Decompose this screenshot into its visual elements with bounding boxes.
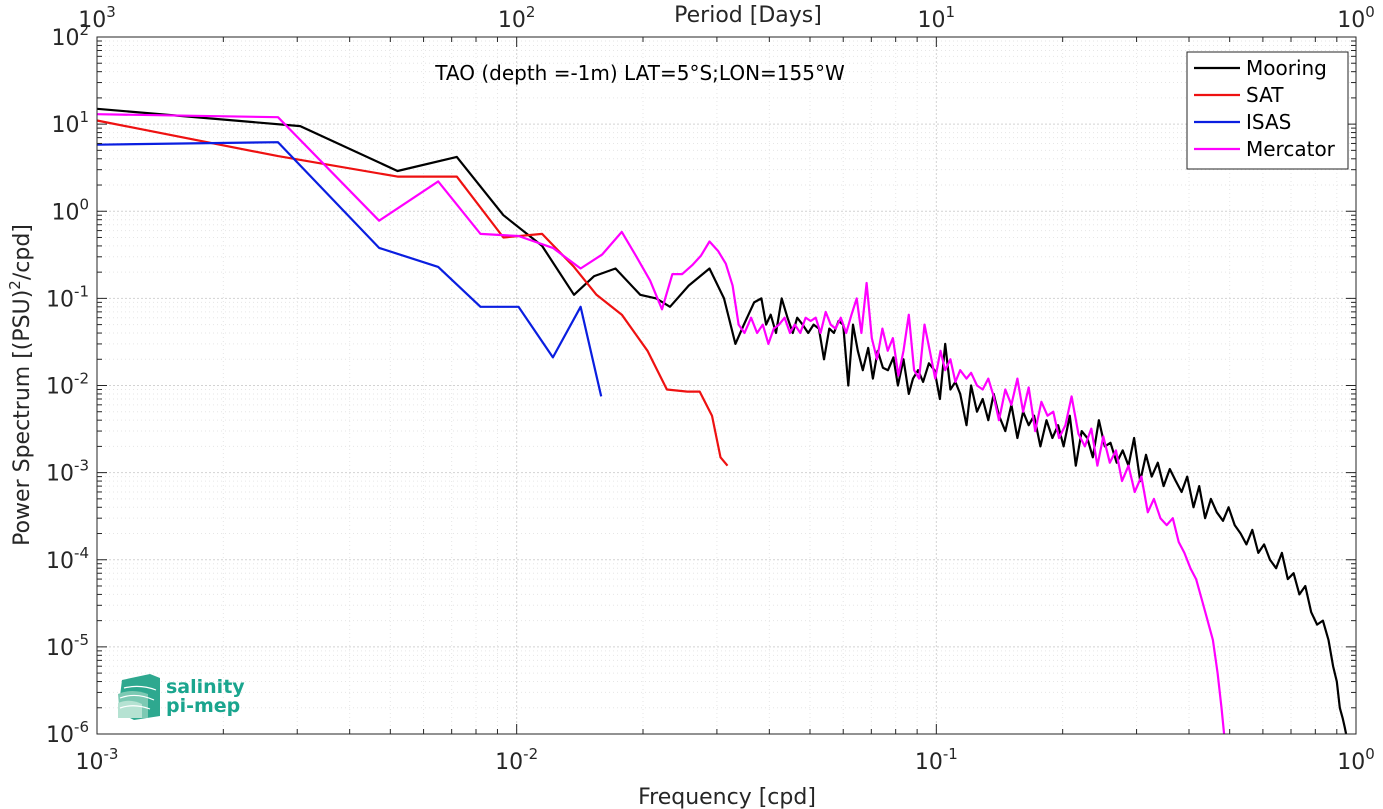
x-tick-label: 100 xyxy=(1337,745,1375,775)
x-tick-label: 10-3 xyxy=(76,745,119,775)
series-line-isas xyxy=(96,141,603,397)
x-tick-label: 10-2 xyxy=(495,745,538,775)
top-axis-label: Period [Days] xyxy=(674,3,822,28)
y-tick-label: 101 xyxy=(51,108,89,138)
legend-label-sat: SAT xyxy=(1246,83,1284,107)
legend-label-mercator: Mercator xyxy=(1246,137,1336,161)
y-tick-label: 10-2 xyxy=(46,370,89,400)
logo-line2: pi-mep xyxy=(166,695,240,717)
logo-line1: salinity xyxy=(166,676,245,698)
y-tick-label: 10-6 xyxy=(46,718,89,748)
legend: Mooring SAT ISAS Mercator xyxy=(1186,51,1349,170)
legend-items: Mooring SAT ISAS Mercator xyxy=(1194,56,1336,161)
series-layer xyxy=(96,107,1348,735)
x-axis-label: Frequency [cpd] xyxy=(638,785,816,809)
chart-title: TAO (depth =-1m) LAT=5°S;LON=155°W xyxy=(434,61,845,85)
x2-tick-label: 101 xyxy=(918,3,956,33)
x2-tick-label: 103 xyxy=(78,3,116,33)
logo-wave-icon xyxy=(118,674,160,720)
y-tick-label: 100 xyxy=(51,195,89,225)
y-axis-label: Power Spectrum [(PSU)2/cpd] xyxy=(6,224,35,546)
series-line-mercator xyxy=(96,113,1226,735)
y-axis-label-superscript: 2 xyxy=(6,280,24,290)
x2-tick-label: 102 xyxy=(498,3,536,33)
x2-tick-label: 100 xyxy=(1337,3,1375,33)
y-tick-label: 10-1 xyxy=(46,282,89,312)
y-axis-label-unit: /cpd] xyxy=(10,224,35,280)
y-tick-label: 10-3 xyxy=(46,457,89,487)
legend-label-mooring: Mooring xyxy=(1246,56,1327,80)
x-tick-label: 10-1 xyxy=(915,745,958,775)
legend-label-isas: ISAS xyxy=(1246,110,1291,134)
salinity-pi-mep-logo: salinity pi-mep xyxy=(118,674,245,720)
y-tick-label: 10-4 xyxy=(46,544,89,574)
y-axis-label-main: Power Spectrum [(PSU) xyxy=(10,290,35,546)
series-line-sat xyxy=(96,119,729,467)
y-tick-label: 10-5 xyxy=(46,631,89,661)
y-tick-label: 102 xyxy=(51,21,89,51)
